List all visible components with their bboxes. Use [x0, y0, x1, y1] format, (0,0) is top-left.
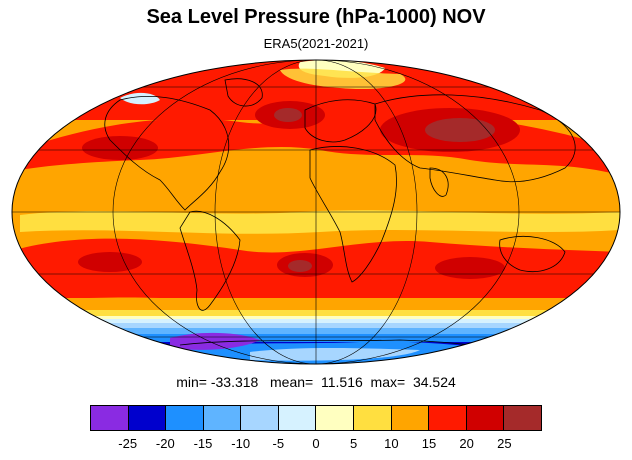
asia-outline [374, 94, 576, 183]
max-value: 34.524 [412, 374, 456, 390]
colorbar-tick-label: 15 [421, 436, 437, 451]
colorbar-swatch [504, 406, 541, 430]
australia-outline [499, 236, 566, 272]
colorbar-tick-label: 25 [497, 436, 512, 451]
colorbar-swatch [241, 406, 279, 430]
colorbar-swatch [128, 406, 167, 430]
colorbar-swatch [316, 406, 355, 430]
field-high-s-indian [435, 257, 505, 279]
field-high-siberia-core [425, 118, 495, 142]
colorbar-tick-label: -15 [193, 436, 213, 451]
meridian-60 [214, 60, 418, 364]
pressure-field [12, 60, 620, 364]
africa-outline [309, 146, 397, 283]
colorbar-tick-label: -10 [231, 436, 251, 451]
colorbar-tick-label: 5 [350, 436, 358, 451]
min-label: min= [176, 374, 207, 390]
south-america-outline [179, 210, 241, 311]
greenland-outline [224, 78, 263, 107]
north-america-outline [104, 95, 229, 211]
min-value: -33.318 [210, 374, 259, 390]
colorbar-swatch [354, 406, 392, 430]
europe-outline [304, 99, 377, 143]
colorbar-swatch [278, 406, 317, 430]
india-outline [429, 167, 449, 197]
colorbar-tick-label: -20 [155, 436, 175, 451]
mean-value: 11.516 [320, 374, 363, 390]
colorbar-swatch [466, 406, 505, 430]
globe-outline [11, 59, 621, 365]
field-equator-band [20, 210, 620, 234]
field-high-atlantic-core [274, 108, 302, 122]
colorbar-tick-label: -25 [118, 436, 138, 451]
stats-line: min= -33.318 mean= 11.516 max= 34.524 [0, 374, 632, 390]
field-high-s-pacific [78, 252, 142, 272]
colorbar-tick-label: 10 [384, 436, 399, 451]
field-high-pacific [82, 136, 158, 160]
colorbar-swatch [203, 406, 242, 430]
colorbar-tick-label: 20 [459, 436, 474, 451]
field-arctic-yellow [280, 68, 406, 90]
colorbar-swatch [429, 406, 467, 430]
graticule [12, 60, 620, 364]
colorbar [90, 405, 542, 431]
mean-label: mean= [270, 374, 314, 390]
colorbar-swatch [166, 406, 204, 430]
field-greenland-cool [120, 92, 160, 105]
map-title: Sea Level Pressure (hPa-1000) NOV [146, 6, 486, 28]
meridian-120 [112, 60, 520, 364]
coastlines [104, 78, 576, 357]
colorbar-tick-label: 0 [312, 436, 320, 451]
colorbar-tick-label: -5 [272, 436, 285, 451]
field-high-s-atlantic-core [288, 260, 312, 272]
colorbar-swatch [91, 406, 129, 430]
max-label: max= [370, 374, 406, 390]
colorbar-swatch [391, 406, 430, 430]
field-antarctica-light [250, 348, 420, 361]
map-subtitle: ERA5(2021-2021) [263, 36, 369, 51]
colorbar-ticks: -25 -20 -15 -10 -5 0 5 10 15 20 25 [90, 436, 542, 454]
